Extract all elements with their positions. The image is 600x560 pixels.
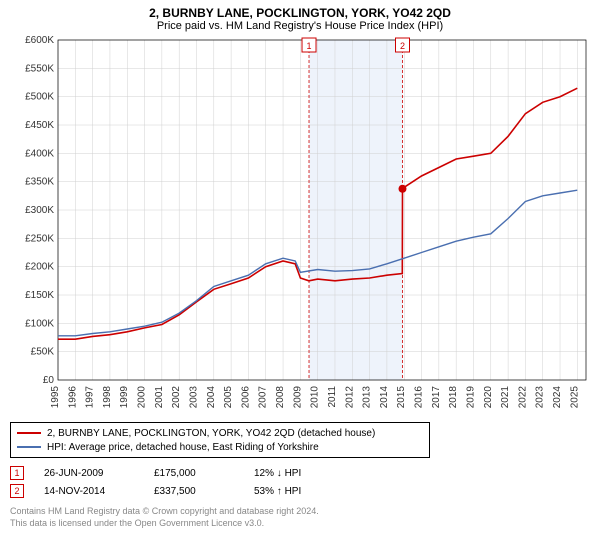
svg-text:£50K: £50K: [31, 347, 55, 358]
svg-text:2005: 2005: [223, 386, 234, 409]
chart-subtitle: Price paid vs. HM Land Registry's House …: [10, 20, 590, 32]
event-date: 14-NOV-2014: [44, 486, 134, 497]
footer-attribution: Contains HM Land Registry data © Crown c…: [10, 506, 590, 529]
event-hpi: 12% ↓ HPI: [254, 468, 344, 479]
svg-text:1995: 1995: [50, 386, 61, 409]
svg-text:1998: 1998: [102, 386, 113, 409]
legend-label: 2, BURNBY LANE, POCKLINGTON, YORK, YO42 …: [47, 428, 375, 439]
footer-line: Contains HM Land Registry data © Crown c…: [10, 506, 590, 518]
svg-text:2020: 2020: [483, 386, 494, 409]
svg-text:2007: 2007: [258, 386, 269, 409]
svg-text:2018: 2018: [448, 386, 459, 409]
chart-container: 2, BURNBY LANE, POCKLINGTON, YORK, YO42 …: [0, 0, 600, 560]
svg-text:1: 1: [307, 41, 312, 51]
event-date: 26-JUN-2009: [44, 468, 134, 479]
svg-text:2017: 2017: [431, 386, 442, 409]
legend-item: HPI: Average price, detached house, East…: [17, 440, 423, 454]
svg-text:2014: 2014: [379, 386, 390, 409]
svg-text:£400K: £400K: [25, 148, 54, 159]
svg-text:2010: 2010: [310, 386, 321, 409]
svg-text:2001: 2001: [154, 386, 165, 409]
svg-text:£250K: £250K: [25, 233, 54, 244]
svg-text:£0: £0: [43, 375, 55, 386]
svg-text:£300K: £300K: [25, 205, 54, 216]
svg-text:2016: 2016: [414, 386, 425, 409]
legend-swatch: [17, 432, 41, 434]
event-list: 1 26-JUN-2009 £175,000 12% ↓ HPI 2 14-NO…: [10, 464, 590, 500]
legend-swatch: [17, 446, 41, 448]
svg-text:2: 2: [400, 41, 405, 51]
svg-text:1999: 1999: [119, 386, 130, 409]
svg-text:£350K: £350K: [25, 177, 54, 188]
svg-text:2000: 2000: [137, 386, 148, 409]
footer-line: This data is licensed under the Open Gov…: [10, 518, 590, 530]
chart-plot-area: £0 £50K £100K £150K £200K £250K £300K £350K £400…: [10, 36, 590, 416]
svg-text:£450K: £450K: [25, 120, 54, 131]
svg-text:£200K: £200K: [25, 262, 54, 273]
svg-text:2013: 2013: [362, 386, 373, 409]
chart-title: 2, BURNBY LANE, POCKLINGTON, YORK, YO42 …: [10, 6, 590, 20]
svg-text:£550K: £550K: [25, 63, 54, 74]
svg-text:2008: 2008: [275, 386, 286, 409]
svg-text:£100K: £100K: [25, 318, 54, 329]
svg-text:2021: 2021: [500, 386, 511, 409]
svg-text:2023: 2023: [535, 386, 546, 409]
svg-text:2022: 2022: [517, 386, 528, 409]
svg-text:1997: 1997: [85, 386, 96, 409]
legend: 2, BURNBY LANE, POCKLINGTON, YORK, YO42 …: [10, 422, 430, 458]
line-chart-svg: £0 £50K £100K £150K £200K £250K £300K £350K £400…: [10, 36, 590, 416]
legend-item: 2, BURNBY LANE, POCKLINGTON, YORK, YO42 …: [17, 426, 423, 440]
svg-text:2002: 2002: [171, 386, 182, 409]
svg-text:2024: 2024: [552, 386, 563, 409]
svg-text:2012: 2012: [344, 386, 355, 409]
legend-label: HPI: Average price, detached house, East…: [47, 442, 319, 453]
svg-text:2004: 2004: [206, 386, 217, 409]
svg-text:£150K: £150K: [25, 290, 54, 301]
event-marker-icon: 1: [10, 466, 24, 480]
event-marker-icon: 2: [10, 484, 24, 498]
event-row: 2 14-NOV-2014 £337,500 53% ↑ HPI: [10, 482, 590, 500]
svg-text:2019: 2019: [465, 386, 476, 409]
svg-text:£500K: £500K: [25, 92, 54, 103]
svg-text:2015: 2015: [396, 386, 407, 409]
event-hpi: 53% ↑ HPI: [254, 486, 344, 497]
event-row: 1 26-JUN-2009 £175,000 12% ↓ HPI: [10, 464, 590, 482]
svg-text:1996: 1996: [67, 386, 78, 409]
svg-text:2011: 2011: [327, 386, 338, 408]
svg-text:2006: 2006: [240, 386, 251, 409]
svg-text:2009: 2009: [292, 386, 303, 409]
svg-text:£600K: £600K: [25, 36, 54, 46]
event-price: £337,500: [154, 486, 234, 497]
svg-text:2025: 2025: [569, 386, 580, 409]
event-price: £175,000: [154, 468, 234, 479]
svg-text:2003: 2003: [188, 386, 199, 409]
